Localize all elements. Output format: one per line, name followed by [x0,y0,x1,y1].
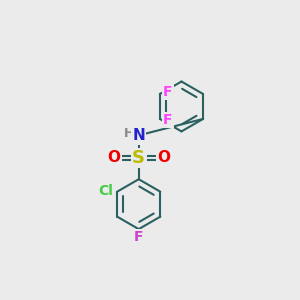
Text: H: H [124,127,134,140]
Text: F: F [134,230,143,244]
Text: O: O [107,151,120,166]
Text: N: N [132,128,145,143]
Text: Cl: Cl [99,184,113,197]
Text: O: O [157,151,170,166]
Text: F: F [163,113,173,127]
Text: F: F [163,85,173,99]
Text: S: S [132,149,145,167]
